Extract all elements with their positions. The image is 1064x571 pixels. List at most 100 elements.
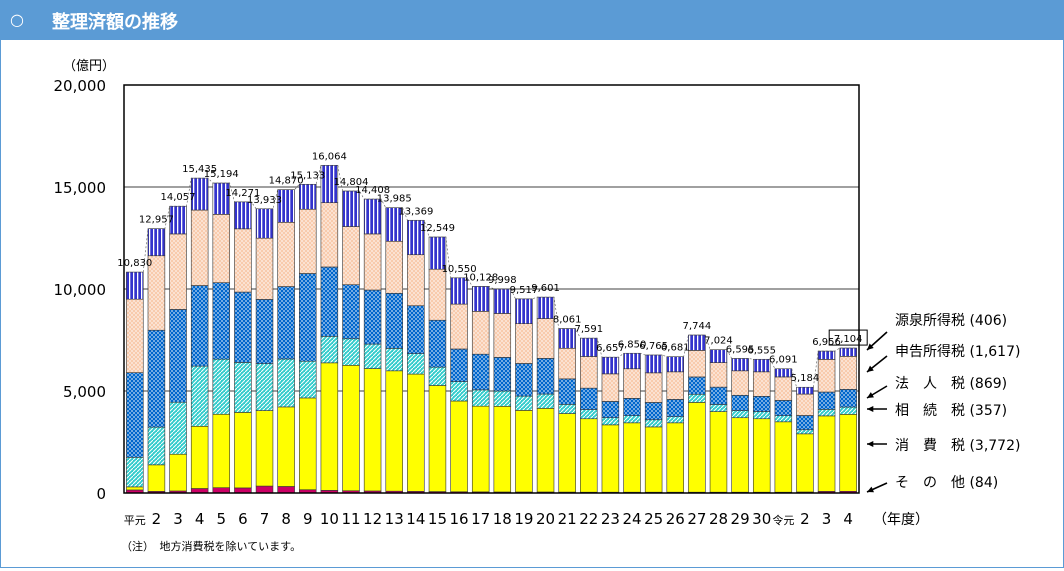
bar-segment <box>623 422 641 493</box>
x-tick-label: 15 <box>428 510 447 528</box>
bar-segment <box>536 318 555 359</box>
bar-segment <box>299 183 317 210</box>
bar-segment <box>580 337 598 357</box>
y-tick-label: 5,000 <box>63 383 106 401</box>
bar-segment <box>147 228 166 257</box>
x-tick-label: 9 <box>303 510 313 528</box>
bar-segment <box>190 365 209 427</box>
total-label: 7,591 <box>574 324 603 335</box>
bar-segment <box>709 349 728 363</box>
bar-segment <box>190 285 209 367</box>
y-tick-label: 15,000 <box>54 179 107 197</box>
bar-segment <box>752 396 771 412</box>
total-label: 6,850 <box>618 339 647 350</box>
bar-segment <box>320 362 339 491</box>
bar-segment <box>234 362 252 413</box>
bar-segment <box>839 347 857 357</box>
y-tick-label: 0 <box>96 485 106 503</box>
x-tick-label: 7 <box>260 510 270 528</box>
bar-segment <box>623 368 641 399</box>
footnote: （注） 地方消費税を除いています。 <box>121 539 301 553</box>
bar-segment <box>407 353 425 375</box>
legend-label: 相 続 税 (357) <box>895 402 1007 419</box>
x-tick-label: 19 <box>514 510 533 528</box>
x-tick-label: 14 <box>406 510 425 528</box>
x-tick-label: 17 <box>471 510 490 528</box>
bar-segment <box>536 408 555 493</box>
bar-segment <box>255 410 274 487</box>
total-label: 14,057 <box>161 192 196 203</box>
bar-segment <box>342 364 360 492</box>
bar-segment <box>428 366 447 386</box>
bar-segment <box>666 356 684 373</box>
bar-segment <box>255 485 274 494</box>
legend-label: 消 費 税 (3,772) <box>895 438 1020 454</box>
bar-segment <box>731 358 749 372</box>
x-tick-label: 24 <box>622 510 641 528</box>
bar-segment <box>212 487 231 494</box>
x-tick-label: 12 <box>363 510 382 528</box>
bar-segment <box>774 415 793 423</box>
bar-segment <box>731 370 749 396</box>
x-tick-label: 26 <box>666 510 685 528</box>
x-tick-label: 2 <box>152 510 162 528</box>
total-label: 9,998 <box>488 275 517 286</box>
bar-segment <box>255 299 274 364</box>
bar-segment <box>385 348 403 372</box>
bar-segment <box>515 363 533 397</box>
bar-segment <box>774 368 793 378</box>
bar-segment <box>839 414 857 492</box>
bar-segment <box>169 233 187 310</box>
bar-segment <box>450 303 468 350</box>
total-label: 6,681 <box>661 343 690 354</box>
total-label: 16,064 <box>312 151 347 162</box>
x-tick-label: 令元 <box>772 513 794 527</box>
total-label: 14,271 <box>225 188 260 199</box>
bar-segment <box>212 413 231 488</box>
total-label: 6,657 <box>596 343 625 354</box>
total-label: 8,061 <box>553 315 582 326</box>
bar-segment <box>709 411 728 493</box>
arrowhead <box>867 486 874 493</box>
bar-segment <box>558 378 576 405</box>
bar-segment <box>147 329 166 428</box>
bar-segment <box>471 353 490 391</box>
x-tick-label: 11 <box>341 510 360 528</box>
bar-segment <box>580 409 598 420</box>
page-title: 整理済額の推移 <box>52 12 178 33</box>
bar-segment <box>342 338 360 366</box>
bar-segment <box>320 202 339 268</box>
bar-segment <box>471 405 490 493</box>
bar-segment <box>147 426 166 466</box>
title-bar: ○ 整理済額の推移 <box>0 0 1064 40</box>
bar-segment <box>407 254 425 307</box>
bar-segment <box>817 415 836 492</box>
bar-segment <box>709 362 728 388</box>
bar-segment <box>450 381 468 402</box>
legend-label: 申告所得税 (1,617) <box>895 343 1020 360</box>
x-tick-label: 13 <box>385 510 404 528</box>
bar-segment <box>277 358 295 408</box>
bar-segment <box>299 208 317 274</box>
bar-segment <box>428 268 447 321</box>
bar-segment <box>255 363 274 411</box>
total-label: 7,744 <box>683 321 712 332</box>
x-tick-label: 27 <box>687 510 706 528</box>
bar-segment <box>580 418 598 493</box>
chart-panel: （億円） 10,830 12,957 14,057 15,435 15,194 14,27… <box>0 40 1064 568</box>
bar-segment <box>580 356 598 389</box>
bar-segment <box>450 348 468 382</box>
y-unit-label: （億円） <box>63 58 115 74</box>
bar-segment <box>796 386 814 395</box>
arrowhead <box>867 343 874 350</box>
bar-segment <box>774 376 793 401</box>
total-label: 6,091 <box>769 355 798 366</box>
bar-segment <box>580 387 598 410</box>
bar-segment <box>234 487 252 494</box>
bar-segment <box>169 453 187 492</box>
bar-segment <box>817 391 836 410</box>
x-tick-label: 3 <box>822 510 832 528</box>
x-tick-label: 21 <box>558 510 577 528</box>
bar-segment <box>471 286 490 312</box>
bar-segment <box>709 386 728 405</box>
